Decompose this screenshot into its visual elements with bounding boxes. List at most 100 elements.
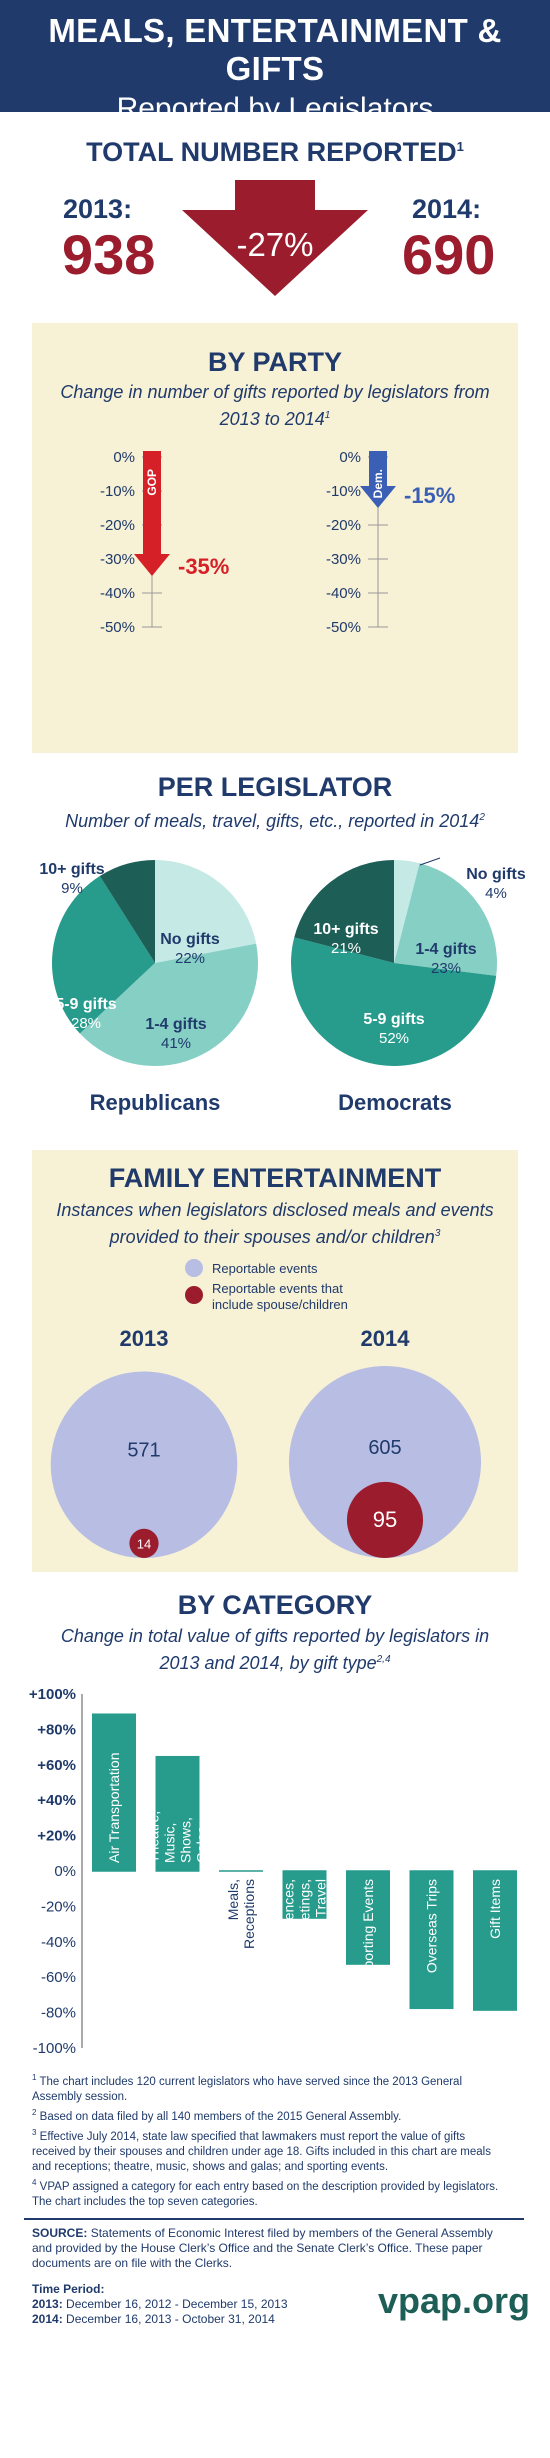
dem-pie-slice: [290, 937, 497, 1066]
legend-swatch-family: [185, 1286, 203, 1304]
total-title-note: 1: [456, 139, 464, 154]
legend-swatch-events: [185, 1259, 203, 1277]
period-2014-text: December 16, 2013 - October 31, 2014: [66, 2312, 275, 2326]
category-subtitle-line1: Change in total value of gifts reported …: [60, 1626, 490, 1646]
category-label: Travel: [313, 1879, 329, 1917]
dem-pie-label: 10+ gifts 21%: [296, 920, 396, 958]
dem-tag: Dem.: [371, 469, 385, 498]
category-tick-label: +20%: [37, 1828, 76, 1845]
party-chart: 0% -10% -20% -30% -40% -50% GOP -35% 0% -10% -20% -…: [100, 449, 455, 636]
party-tick-label: 0%: [339, 449, 361, 466]
category-label-group: Air Transportation: [106, 1753, 122, 1864]
category-label: Receptions: [241, 1879, 257, 1949]
category-tick-label: +100%: [29, 1686, 76, 1703]
bubble-year-label: 2014: [361, 1326, 411, 1351]
party-subtitle-note: 1: [324, 410, 331, 421]
total-year1-value: 938: [62, 223, 156, 286]
party-tick-label: -50%: [326, 619, 361, 636]
category-title: BY CATEGORY: [177, 1590, 373, 1620]
category-label-group: Sporting Events: [360, 1879, 376, 1978]
dem-pie-slice: [394, 860, 420, 963]
rep-pie-label-percent: 22%: [174, 950, 206, 967]
party-tick-label: -50%: [100, 619, 135, 636]
dem-pie-slice: [394, 863, 498, 976]
category-subtitle-line2: 2013 and 2014, by gift type2,4: [0, 1648, 550, 1675]
category-label-group: Theatre, Music, Shows, Galas: [146, 1811, 210, 1863]
category-label-group: Conferences, Meetings, Travel: [281, 1879, 329, 1962]
party-tick-label: -20%: [326, 517, 361, 534]
dem-pie-label-category: 1-4 gifts: [415, 941, 477, 958]
category-label-group: Overseas Trips: [424, 1879, 440, 1973]
pie-charts: [51, 857, 498, 1066]
category-tick-label: +80%: [37, 1721, 76, 1738]
per-legislator-title: PER LEGISLATOR: [157, 772, 393, 802]
gop-arrow-bar: [134, 451, 170, 576]
dem-pie-label-percent: 4%: [485, 885, 507, 902]
category-bar: [346, 1871, 390, 1965]
bubble-family-events: [129, 1528, 159, 1558]
total-title: TOTAL NUMBER REPORTED1: [0, 137, 550, 168]
category-tick-label: -40%: [41, 1934, 76, 1951]
page-subtitle: Reported by Legislators: [116, 92, 434, 125]
dem-pie-label-percent: 21%: [330, 940, 362, 957]
dem-pie-label-percent: 52%: [378, 1030, 410, 1047]
party-subtitle-line2: 2013 to 20141: [0, 404, 550, 431]
legend-label-events: Reportable events: [212, 1261, 318, 1276]
party-tick-label: -10%: [326, 483, 361, 500]
footnote-2: 2 Based on data filed by all 140 members…: [32, 2108, 402, 2123]
rep-pie-title: Republicans: [89, 1090, 221, 1115]
bubble-family-value: 95: [373, 1507, 397, 1532]
category-label: Air Transportation: [106, 1753, 122, 1864]
category-label: Galas: [194, 1826, 210, 1863]
total-change-label: -27%: [236, 226, 313, 263]
category-label: Music,: [162, 1823, 178, 1863]
category-bar: [282, 1871, 327, 1919]
bubble-family-value: 14: [137, 1536, 151, 1551]
page-title: MEALS, ENTERTAINMENT & GIFTS: [48, 12, 502, 87]
category-tick-label: -80%: [41, 2005, 76, 2022]
total-year2-label: 2014:: [412, 194, 482, 224]
footnote-2-text: Based on data filed by all 140 members o…: [39, 2110, 402, 2123]
bubble-total-events: [50, 1371, 238, 1558]
source-divider: [24, 2218, 524, 2220]
bubble-family-events: [346, 1481, 424, 1558]
dem-arrow-bar: [360, 451, 396, 508]
family-subtitle: Instances when legislators disclosed mea…: [0, 1198, 550, 1249]
rep-pie-label-percent: 9%: [61, 880, 83, 897]
category-bar: [155, 1755, 200, 1871]
source-note: SOURCE: Statements of Economic Interest …: [32, 2226, 512, 2271]
party-tick-label: -30%: [326, 551, 361, 568]
party-subtitle-line1: Change in number of gifts reported by le…: [60, 382, 490, 402]
category-subtitle-line2-text: 2013 and 2014, by gift type: [159, 1653, 377, 1673]
party-tick-label: -40%: [100, 585, 135, 602]
party-panel: [32, 323, 518, 753]
rep-pie-label: 5-9 gifts 28%: [36, 995, 136, 1033]
dem-pie-label: No gifts 4%: [446, 865, 546, 903]
total-title-text: TOTAL NUMBER REPORTED: [86, 137, 457, 167]
time-period-label: Time Period:: [32, 2282, 105, 2296]
category-label: Sporting Events: [360, 1879, 376, 1978]
footnote-1-text: The chart includes 120 current legislato…: [32, 2075, 462, 2103]
vpap-logo: vpap.org: [377, 2280, 530, 2321]
category-label-group: Meals, Receptions: [225, 1879, 257, 1949]
rep-pie-label: 10+ gifts 9%: [22, 860, 122, 898]
dem-pie-label-category: 10+ gifts: [313, 921, 379, 938]
per-legislator-subtitle-text: Number of meals, travel, gifts, etc., re…: [65, 811, 480, 831]
bubble-year-label: 2013: [120, 1326, 169, 1351]
category-label: Meetings,: [297, 1879, 313, 1940]
header-banner: MEALS, ENTERTAINMENT & GIFTS Reported by…: [0, 0, 550, 125]
family-subtitle-note: 3: [434, 1228, 441, 1239]
category-tick-label: +40%: [37, 1792, 76, 1809]
dem-change-label: -15%: [404, 483, 455, 508]
party-subtitle: Change in number of gifts reported by le…: [0, 380, 550, 431]
rep-pie-slice: [79, 943, 259, 1066]
bubble-total-value: 571: [127, 1440, 160, 1462]
category-tick-label: +60%: [37, 1757, 76, 1774]
legend-label-family-line1: Reportable events that: [212, 1281, 343, 1296]
dem-pie-label-category: No gifts: [466, 866, 526, 883]
category-bar: [409, 1871, 454, 2010]
dem-pie-label-category: 5-9 gifts: [363, 1011, 425, 1028]
party-tick-label: 0%: [113, 449, 135, 466]
dem-pie-label: 5-9 gifts 52%: [344, 1010, 444, 1048]
category-tick-label: -100%: [33, 2040, 76, 2057]
